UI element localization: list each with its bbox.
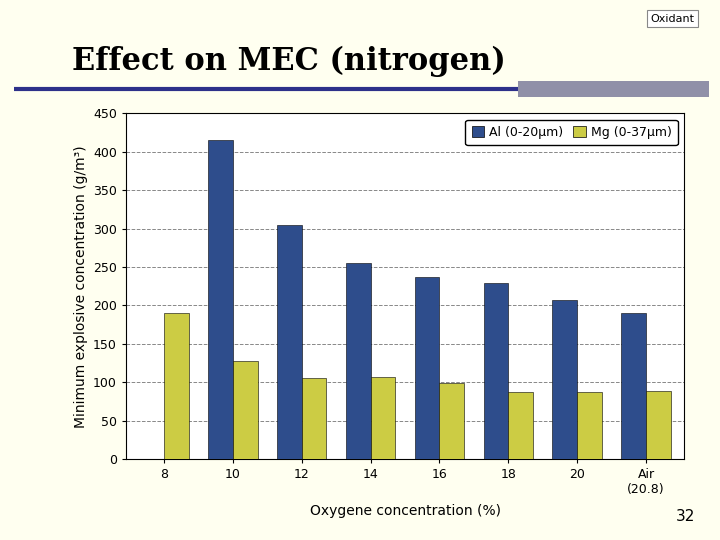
Bar <box>346 263 371 459</box>
Bar <box>646 392 671 459</box>
Bar <box>621 313 646 459</box>
Bar <box>415 277 439 459</box>
Bar <box>277 225 302 459</box>
Text: Effect on MEC (nitrogen): Effect on MEC (nitrogen) <box>72 46 505 77</box>
Legend: Al (0-20μm), Mg (0-37μm): Al (0-20μm), Mg (0-37μm) <box>465 120 678 145</box>
Bar <box>371 377 395 459</box>
Bar <box>552 300 577 459</box>
Y-axis label: Minimum explosive concentration (g/m³): Minimum explosive concentration (g/m³) <box>73 145 88 428</box>
Bar <box>484 283 508 459</box>
Bar <box>577 392 602 459</box>
Bar <box>233 361 258 459</box>
Bar <box>439 383 464 459</box>
X-axis label: Oxygene concentration (%): Oxygene concentration (%) <box>310 504 500 518</box>
Bar <box>208 140 233 459</box>
Bar <box>302 377 326 459</box>
Text: 32: 32 <box>675 509 695 524</box>
Text: Oxidant: Oxidant <box>651 14 695 24</box>
Bar <box>164 313 189 459</box>
Bar <box>508 392 533 459</box>
